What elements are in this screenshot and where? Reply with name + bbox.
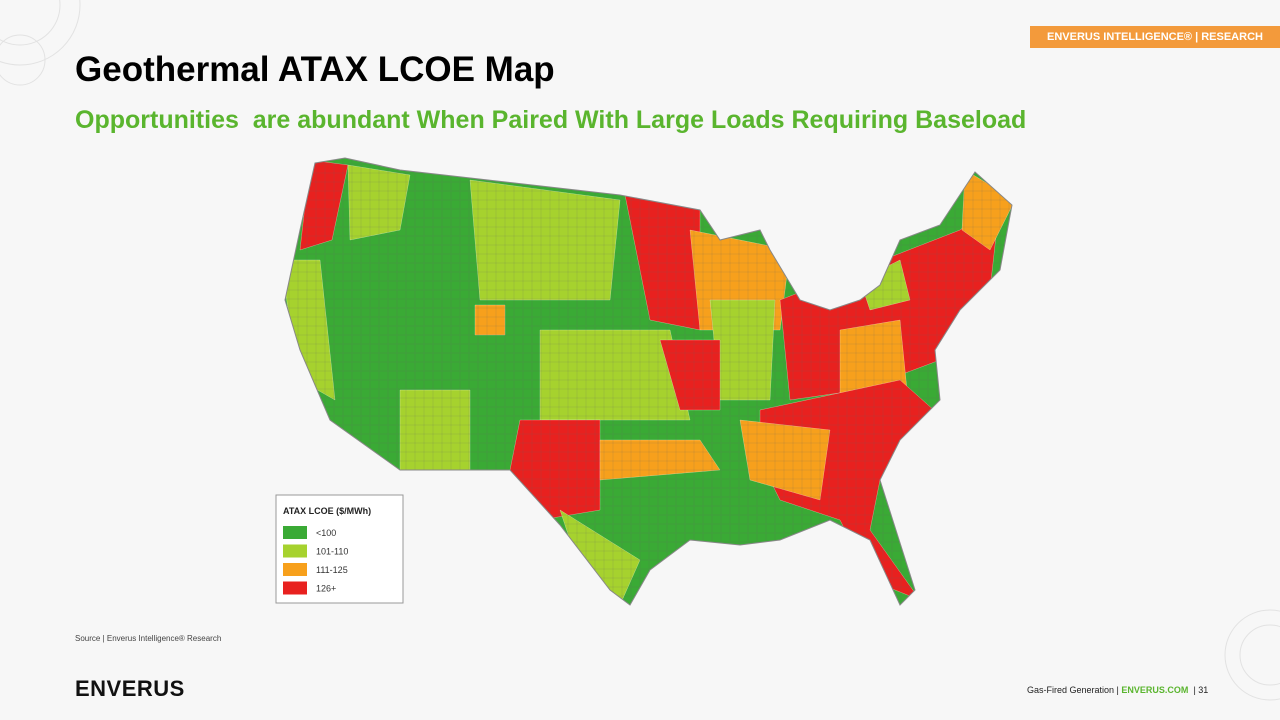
region bbox=[399, 389, 471, 471]
legend-label: 111-125 bbox=[316, 565, 348, 575]
region bbox=[539, 329, 691, 421]
title: Geothermal ATAX LCOE Map bbox=[75, 50, 555, 89]
legend-label: 126+ bbox=[316, 584, 336, 594]
decoration bbox=[0, 0, 1280, 701]
region bbox=[659, 339, 721, 411]
page-number: | 31 bbox=[1193, 685, 1209, 695]
subtitle: Opportunities are abundant When Paired W… bbox=[75, 106, 1027, 134]
region bbox=[469, 179, 621, 301]
legend-title: ATAX LCOE ($/MWh) bbox=[283, 506, 371, 516]
header-tag: ENVERUS INTELLIGENCE® | RESEARCH bbox=[1030, 26, 1280, 48]
legend-swatch bbox=[283, 526, 307, 539]
region bbox=[299, 159, 349, 251]
legend-label: <100 bbox=[316, 528, 336, 538]
legend-label: 101-110 bbox=[316, 547, 348, 557]
footer-section: Gas-Fired Generation | bbox=[1027, 685, 1119, 695]
legend-swatch bbox=[283, 581, 307, 595]
region bbox=[559, 509, 641, 605]
legend-swatch bbox=[283, 563, 307, 576]
legend-swatch bbox=[283, 544, 307, 558]
footer: Gas-Fired Generation | ENVERUS.COM | 31 bbox=[1027, 685, 1208, 695]
logo: ENVERUS bbox=[75, 676, 185, 701]
footer-site: ENVERUS.COM bbox=[1121, 685, 1189, 695]
region bbox=[474, 304, 506, 336]
source: Source | Enverus Intelligence® Research bbox=[75, 634, 222, 643]
